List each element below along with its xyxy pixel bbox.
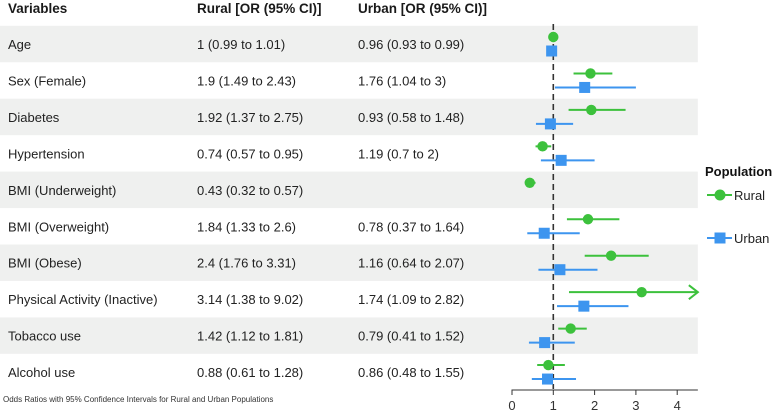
urban-or-value: 1.16 (0.64 to 2.07) xyxy=(358,256,464,271)
urban-point xyxy=(539,337,551,349)
urban-or-value: 1.74 (1.09 to 2.82) xyxy=(358,292,464,307)
urban-point xyxy=(554,264,566,276)
urban-or-value: 1.76 (1.04 to 3) xyxy=(358,73,446,88)
header-rural: Rural [OR (95% CI)] xyxy=(197,1,322,16)
rural-point xyxy=(537,141,548,152)
rural-point xyxy=(585,68,596,79)
legend: Population Rural Urban xyxy=(705,164,772,246)
rural-or-value: 1.84 (1.33 to 2.6) xyxy=(197,219,296,234)
rural-ci-arrow xyxy=(688,284,700,300)
rural-point xyxy=(582,214,594,225)
row-band xyxy=(0,244,698,281)
urban-point xyxy=(542,373,554,385)
variable-label: BMI (Overweight) xyxy=(8,219,109,234)
urban-or-value: 0.86 (0.48 to 1.55) xyxy=(358,365,464,380)
urban-point xyxy=(546,45,558,57)
row-band xyxy=(0,171,698,209)
x-tick-label: 0 xyxy=(508,398,515,413)
rural-or-value: 1 (0.99 to 1.01) xyxy=(197,37,285,52)
urban-point xyxy=(579,81,591,93)
urban-or-value: 0.93 (0.58 to 1.48) xyxy=(358,110,464,125)
caption: Odds Ratios with 95% Confidence Interval… xyxy=(3,395,273,404)
rural-point xyxy=(636,286,647,298)
variable-label: Tobacco use xyxy=(8,329,81,344)
legend-urban-marker xyxy=(714,232,726,244)
x-tick-label: 3 xyxy=(632,398,639,413)
rural-or-value: 3.14 (1.38 to 9.02) xyxy=(197,292,303,307)
row-band xyxy=(0,98,698,136)
x-tick-label: 2 xyxy=(591,398,598,413)
x-tick-label: 1 xyxy=(550,398,557,413)
rural-or-value: 2.4 (1.76 to 3.31) xyxy=(197,256,296,271)
urban-or-value: 0.79 (0.41 to 1.52) xyxy=(358,329,464,344)
rural-point xyxy=(524,177,535,188)
rural-or-value: 1.92 (1.37 to 2.75) xyxy=(197,110,303,125)
rural-or-value: 1.9 (1.49 to 2.43) xyxy=(197,73,296,88)
variable-label: Sex (Female) xyxy=(8,73,86,88)
rural-or-value: 0.74 (0.57 to 0.95) xyxy=(197,146,303,161)
rural-or-value: 1.42 (1.12 to 1.81) xyxy=(197,329,303,344)
rural-or-value: 0.88 (0.61 to 1.28) xyxy=(197,365,303,380)
urban-point xyxy=(578,300,590,312)
urban-or-value: 1.19 (0.7 to 2) xyxy=(358,146,439,161)
legend-rural-marker xyxy=(714,189,726,201)
variable-label: Age xyxy=(8,37,31,52)
urban-or-value: 0.96 (0.93 to 0.99) xyxy=(358,37,464,52)
legend-urban-label: Urban xyxy=(734,231,769,246)
row-band xyxy=(0,317,698,354)
rural-point xyxy=(605,250,617,261)
variable-label: BMI (Obese) xyxy=(8,256,82,271)
variable-label: BMI (Underweight) xyxy=(8,183,116,198)
rural-point xyxy=(565,323,576,334)
variable-label: Hypertension xyxy=(8,146,85,161)
variable-label: Physical Activity (Inactive) xyxy=(8,292,158,307)
urban-point xyxy=(538,227,550,239)
variable-label: Alcohol use xyxy=(8,365,75,380)
legend-rural-label: Rural xyxy=(734,188,765,203)
urban-point xyxy=(544,118,556,130)
rural-or-value: 0.43 (0.32 to 0.57) xyxy=(197,183,303,198)
variable-label: Diabetes xyxy=(8,110,60,125)
row-band xyxy=(0,25,698,63)
urban-point xyxy=(555,154,567,166)
legend-title: Population xyxy=(705,164,772,179)
urban-or-value: 0.78 (0.37 to 1.64) xyxy=(358,219,464,234)
header-variables: Variables xyxy=(8,1,67,16)
rural-point xyxy=(548,31,559,43)
x-tick-label: 4 xyxy=(674,398,681,413)
header-urban: Urban [OR (95% CI)] xyxy=(358,1,487,16)
rural-point xyxy=(586,104,597,116)
rural-point xyxy=(543,359,554,371)
